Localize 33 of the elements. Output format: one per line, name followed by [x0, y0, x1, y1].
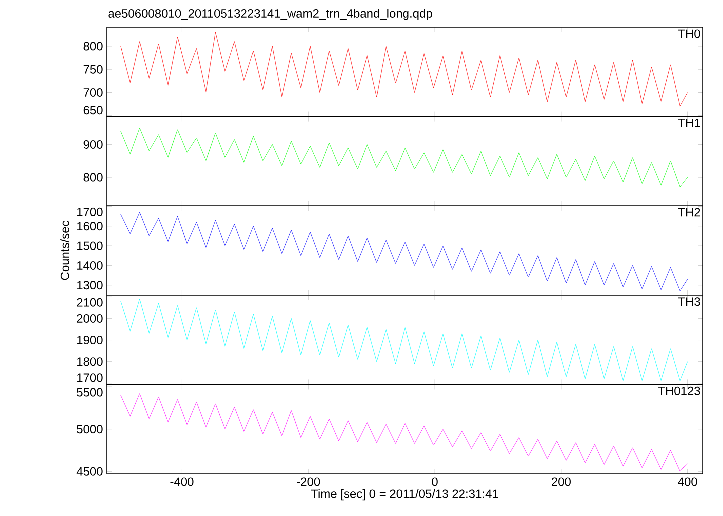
y-tick-label: 1300: [78, 281, 103, 290]
x-tick-label: 0: [432, 478, 438, 486]
text: TH1: [678, 119, 700, 128]
text: TH3: [678, 298, 700, 306]
y-tick-label: 2100: [77, 298, 103, 307]
y-tick-label: 1400: [78, 261, 103, 270]
y-tick-label: 800: [84, 173, 103, 182]
y-tick-label: 700: [84, 88, 103, 97]
y-tick-label: 5000: [77, 425, 103, 434]
x-tick-label: 400: [678, 478, 698, 486]
y-tick-label: 2000: [77, 314, 103, 323]
y-tick-label: 4500: [76, 467, 103, 476]
x-tick-label: 200: [552, 478, 571, 486]
y-tick-label: 1800: [78, 358, 103, 366]
y-tick-label: 1500: [78, 242, 103, 250]
y-tick-label: 1900: [78, 336, 103, 345]
y-tick-label: 5500: [77, 388, 103, 397]
y-tick-label: 900: [84, 140, 103, 149]
y-tick-label: 650: [84, 106, 103, 115]
y-tick-label: 800: [84, 42, 103, 51]
y-tick-label: 1700: [78, 208, 103, 216]
text: TH0: [678, 30, 700, 38]
y-axis-title: Counts/sec: [60, 221, 70, 280]
x-tick-label: -400: [170, 478, 194, 486]
y-tick-label: 1600: [78, 222, 103, 231]
x-tick-label: -200: [297, 478, 320, 486]
text: TH0123: [658, 386, 700, 396]
chart-title: ae506008010_20110513223141_wam2_trn_4band_long.qdp: [108, 9, 432, 20]
text: TH2: [678, 208, 700, 217]
line-series: [120, 128, 688, 188]
y-tick-label: 750: [84, 65, 103, 74]
x-axis-title: Time [sec] 0 = 2011/05/13 22:31:41: [311, 489, 498, 501]
y-tick-label: 1700: [78, 374, 103, 382]
